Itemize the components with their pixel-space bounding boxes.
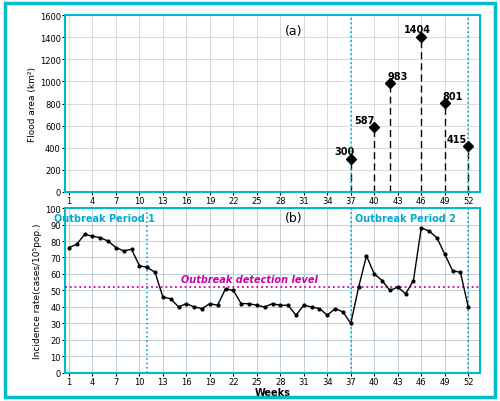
X-axis label: Weeks: Weeks (254, 387, 290, 397)
Text: 801: 801 (442, 92, 463, 102)
Text: 300: 300 (334, 147, 354, 157)
Text: Outbreak detection level: Outbreak detection level (180, 275, 318, 284)
Text: Outbreak Period 1: Outbreak Period 1 (54, 213, 154, 223)
Y-axis label: Incidence rate(cases/10⁵pop.): Incidence rate(cases/10⁵pop.) (34, 223, 42, 358)
Text: (b): (b) (284, 212, 302, 225)
Text: 415: 415 (446, 134, 466, 144)
Text: Outbreak Period 2: Outbreak Period 2 (355, 213, 456, 223)
Text: 587: 587 (354, 115, 375, 126)
Text: 983: 983 (388, 72, 408, 82)
Y-axis label: Flood area (km²): Flood area (km²) (28, 67, 37, 142)
Text: 1404: 1404 (404, 25, 431, 35)
X-axis label: Weeks: Weeks (254, 207, 290, 217)
Text: (a): (a) (284, 25, 302, 38)
